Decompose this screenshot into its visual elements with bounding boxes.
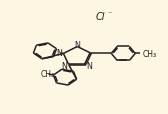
Text: CH₃: CH₃ xyxy=(41,70,55,78)
Text: +: + xyxy=(58,49,63,54)
Text: N: N xyxy=(75,41,81,49)
Text: N: N xyxy=(61,61,67,70)
Text: ⁻: ⁻ xyxy=(108,10,112,19)
Text: N: N xyxy=(87,61,93,70)
Text: Cl: Cl xyxy=(96,12,105,21)
Text: N: N xyxy=(56,49,62,58)
Text: CH₃: CH₃ xyxy=(143,49,157,58)
